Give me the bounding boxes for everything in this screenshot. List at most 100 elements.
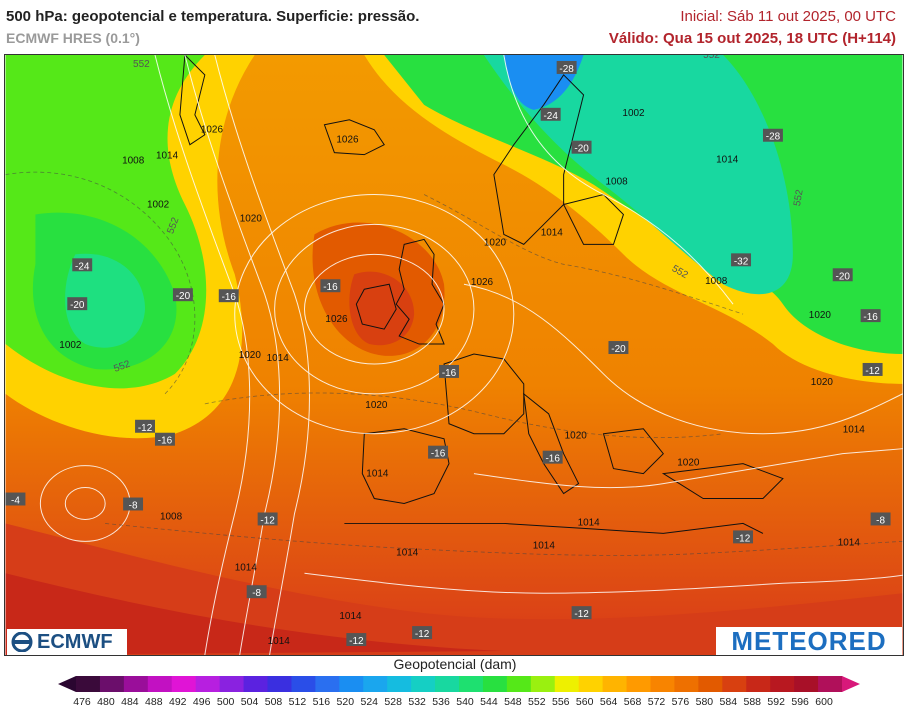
- temp-label: -12: [349, 636, 364, 647]
- pressure-label: 1026: [325, 314, 348, 325]
- valid-time: Válido: Qua 15 out 2025, 18 UTC (H+114): [608, 30, 896, 47]
- legend-swatch: [387, 676, 412, 692]
- coastlines: [179, 55, 784, 534]
- pressure-labels: 1026 1026 1008 1014 1002 1020 1002 1008 …: [59, 108, 865, 647]
- temp-label: -20: [176, 291, 191, 302]
- ecmwf-logo-text: ECMWF: [37, 630, 113, 653]
- pressure-label: 1014: [843, 425, 866, 436]
- legend-tick-label: 508: [265, 696, 283, 708]
- legend-swatch: [602, 676, 628, 692]
- model-name: ECMWF HRES (0.1°): [6, 30, 140, 46]
- legend-tick-label: 540: [456, 696, 474, 708]
- pressure-label: 1014: [541, 227, 564, 238]
- legend-swatch: [435, 676, 460, 692]
- legend-swatch: [650, 676, 675, 692]
- temp-label: -12: [415, 629, 430, 640]
- legend-tick-label: 576: [672, 696, 690, 708]
- meteored-logo: METEORED: [716, 626, 902, 656]
- coast-scandinavia: [493, 74, 585, 245]
- pressure-label: 1026: [201, 125, 224, 136]
- coast-balkans: [602, 428, 664, 475]
- legend-tick-label: 516: [313, 696, 331, 708]
- isotherm-1: [5, 171, 196, 395]
- legend-swatch: [554, 676, 580, 692]
- field-ridge-core: [349, 271, 415, 346]
- temp-label: -16: [545, 454, 560, 465]
- legend-swatch: [746, 676, 771, 692]
- temp-label: -28: [766, 132, 781, 143]
- coast-north-africa: [344, 522, 764, 534]
- temp-label: -20: [574, 144, 589, 155]
- field-trough-center: [65, 253, 146, 348]
- legend-swatch: [291, 676, 316, 692]
- legend-tick-label: 536: [432, 696, 450, 708]
- pressure-label: 1020: [809, 310, 832, 321]
- pressure-label: 1020: [365, 400, 388, 411]
- isobar-high-2: [274, 223, 475, 395]
- temp-label: -16: [158, 436, 173, 447]
- temp-label: -12: [574, 609, 589, 620]
- temp-label: -20: [836, 271, 851, 282]
- pressure-label: 1014: [366, 469, 389, 480]
- legend-tick-label: 496: [193, 696, 211, 708]
- legend-swatch: [195, 676, 221, 692]
- isobars: [39, 55, 903, 655]
- legend-tick-label: 484: [121, 696, 139, 708]
- legend-tick-label: 528: [384, 696, 402, 708]
- pressure-label: 1020: [239, 350, 262, 361]
- legend-swatch: [459, 676, 484, 692]
- legend-tick-label: 564: [600, 696, 618, 708]
- isobar-east-1: [463, 283, 903, 435]
- map-title: 500 hPa: geopotencial e temperatura. Sup…: [6, 8, 420, 25]
- legend-tick-label: 592: [767, 696, 785, 708]
- legend-swatch: [99, 676, 125, 692]
- temp-label: -16: [323, 282, 338, 293]
- legend-swatch: [722, 676, 747, 692]
- legend-tick-label: 600: [815, 696, 833, 708]
- weather-map[interactable]: -28 -24 -20 -16 -12 -8 -4 -20 -24 -28 -3…: [4, 54, 904, 656]
- isobar-high-1: [304, 253, 445, 365]
- pressure-label: 1014: [339, 611, 362, 622]
- legend-tick-label: 560: [576, 696, 594, 708]
- legend-tick-label: 552: [528, 696, 546, 708]
- coast-greenland: [179, 55, 206, 146]
- legend-tick-label: 504: [241, 696, 259, 708]
- legend-swatch: [171, 676, 197, 692]
- isobar-low-1: [64, 487, 106, 520]
- temp-label: -12: [865, 366, 880, 377]
- coast-italy: [523, 392, 580, 495]
- legend-arrow-left: [58, 676, 76, 692]
- ecmwf-logo-icon: [11, 632, 33, 652]
- legend-swatch: [219, 676, 245, 692]
- isobar-high-3: [234, 194, 515, 435]
- legend-swatch: [339, 676, 364, 692]
- pressure-label: 1002: [59, 340, 82, 351]
- temp-label: -4: [11, 496, 20, 507]
- isobar-east-3: [304, 572, 903, 594]
- legend-swatch: [147, 676, 173, 692]
- legend-swatch: [530, 676, 556, 692]
- geopotential-label: 552: [792, 188, 806, 207]
- legend-tick-label: 500: [217, 696, 235, 708]
- temp-label: -24: [543, 111, 558, 122]
- legend-tick-label: 532: [408, 696, 426, 708]
- isobar-west-1: [154, 55, 251, 655]
- temp-label: -32: [734, 256, 749, 267]
- legend-tick-label: 556: [552, 696, 570, 708]
- coast-baltic: [562, 193, 625, 245]
- temp-label: -8: [252, 588, 261, 599]
- geopotential-label: 552: [112, 359, 132, 375]
- legend-tick-label: 568: [624, 696, 642, 708]
- legend-tick-label: 596: [791, 696, 809, 708]
- pressure-label: 1014: [268, 636, 291, 647]
- initial-time: Inicial: Sáb 11 out 2025, 00 UTC: [680, 8, 896, 25]
- legend-tick-label: 476: [73, 696, 91, 708]
- isobar-west-2: [184, 55, 281, 655]
- legend-swatch: [698, 676, 723, 692]
- temp-label: -16: [222, 292, 237, 303]
- legend-swatch: [482, 676, 508, 692]
- pressure-label: 1014: [156, 151, 179, 162]
- geopotential-label: 552: [133, 59, 150, 70]
- legend-swatch: [243, 676, 268, 692]
- legend-tick-label: 584: [720, 696, 738, 708]
